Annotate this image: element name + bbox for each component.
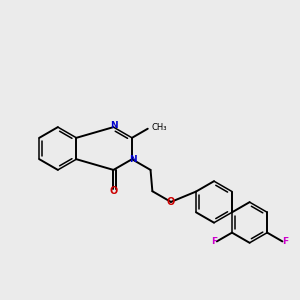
Text: F: F — [211, 237, 217, 246]
Text: F: F — [282, 237, 288, 246]
Text: O: O — [109, 186, 118, 196]
Text: O: O — [167, 197, 175, 207]
Text: N: N — [129, 155, 137, 164]
Text: CH₃: CH₃ — [151, 124, 166, 133]
Text: N: N — [110, 122, 117, 130]
